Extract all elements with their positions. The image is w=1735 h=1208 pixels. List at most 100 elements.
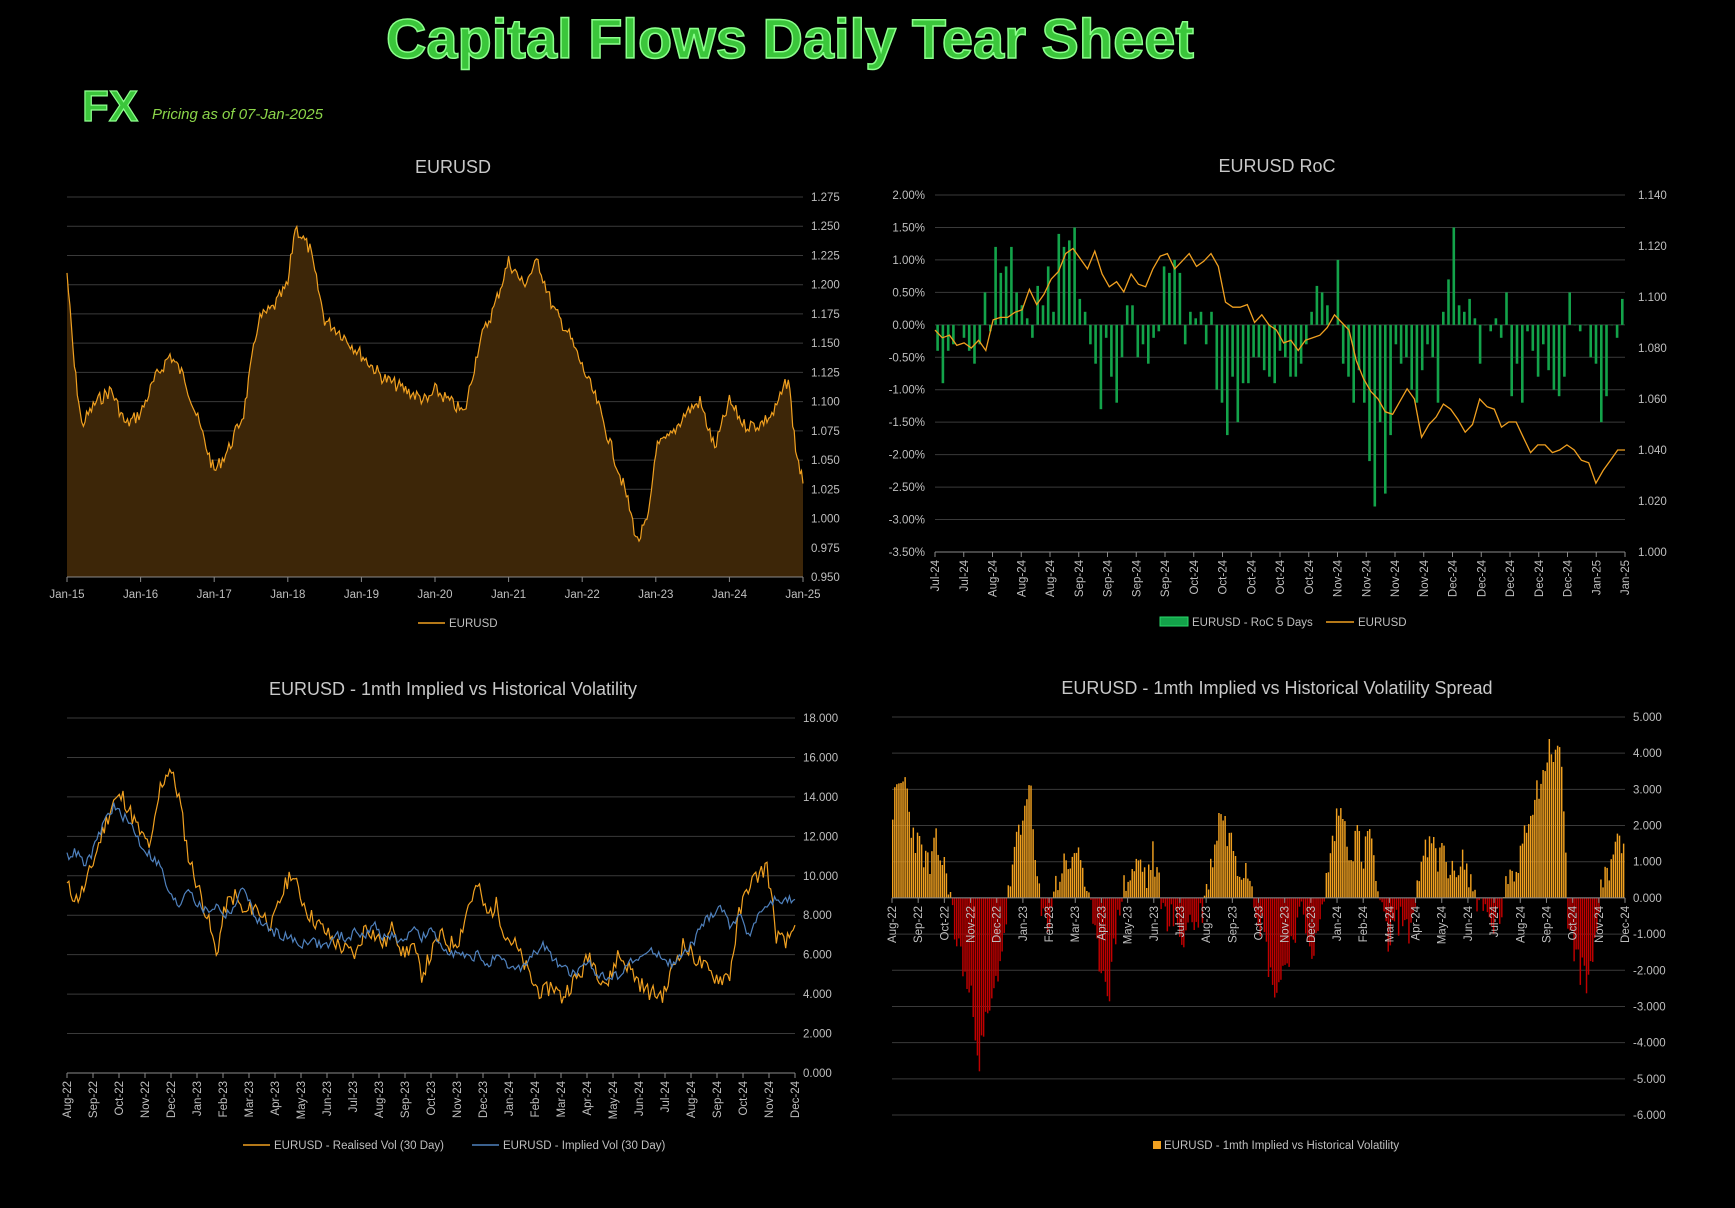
bar-roc [1073,227,1076,325]
bar-positive [1009,886,1012,898]
bar-positive [1069,868,1072,898]
bar-negative [1592,897,1594,962]
x-tick-label: Jul-24 [1489,905,1501,937]
bar-positive [1065,860,1067,898]
y-tick-label: 0.950 [811,572,840,584]
bar-positive [923,867,925,898]
x-tick-label: Oct-24 [1304,559,1316,594]
y-tick-label: 1.075 [811,426,840,438]
bar-positive [904,777,906,898]
x-tick-label: Dec-24 [1476,559,1488,597]
bar-roc [1010,246,1013,325]
x-tick-label: Dec-24 [790,1080,802,1118]
bar-positive [1528,824,1530,898]
bar-roc [1584,324,1587,326]
bar-negative [1183,897,1185,948]
series-line-eurusd [66,224,804,543]
bar-positive [1034,860,1036,898]
bar-positive [925,850,927,898]
bar-positive [1150,870,1152,898]
y-tick-label: 1.00% [892,255,925,267]
bar-positive [1123,875,1125,898]
bar-negative [1274,897,1276,998]
bar-positive [1084,886,1086,898]
bar-negative [1482,897,1484,911]
chart-title: EURUSD - 1mth Implied vs Historical Vola… [1061,678,1492,698]
bar-positive [1133,871,1136,898]
bar-roc [1194,318,1197,325]
bar-negative [1185,897,1187,931]
bar-negative [951,897,954,906]
bar-roc [1320,292,1324,325]
bar-roc [1094,324,1097,364]
bar-positive [1563,811,1565,898]
x-tick-label: Sep-24 [1541,905,1553,943]
bar-negative [1393,897,1396,922]
x-tick-label: Dec-24 [1620,905,1632,943]
bar-positive [1207,889,1210,898]
bar-positive [1360,861,1363,898]
bar-positive [1430,843,1433,898]
bar-roc [1052,311,1055,325]
bar-positive [1125,890,1127,898]
bar-negative [1573,897,1575,962]
bar-negative [1164,897,1167,907]
bar-positive [1024,805,1026,898]
bar-positive [1554,749,1557,898]
bar-positive [902,781,904,898]
x-tick-label: Aug-24 [988,559,1000,597]
bar-roc [1020,305,1024,325]
bar-negative [1092,897,1094,924]
bar-roc [1131,305,1134,325]
bar-negative [1276,897,1278,993]
bar-positive [1470,874,1472,898]
section-label: FX [81,81,139,131]
bar-negative [1253,897,1255,908]
bar-roc [1420,324,1424,371]
bar-negative [1292,897,1295,940]
x-tick-label: Jan-21 [491,589,526,601]
bar-positive [1022,820,1024,898]
bar-roc [1605,324,1608,397]
bar-roc [1104,324,1108,338]
bar-negative [972,897,974,1017]
chart-legend: EURUSD - 1mth Implied vs Historical Vola… [1153,1140,1399,1152]
bar-positive [1333,841,1336,898]
y2-tick-label: 1.140 [1638,190,1667,202]
bar-negative [1288,897,1290,967]
bar-roc [1336,259,1340,325]
bar-positive [1238,876,1241,898]
bar-positive [1036,876,1038,898]
bar-positive [1344,821,1346,898]
bar-negative [1596,897,1598,932]
x-tick-label: Jan-18 [270,589,305,601]
bar-positive [1073,853,1076,898]
bar-roc [1183,324,1187,345]
bar-positive [1243,878,1245,898]
bar-negative [970,897,972,986]
bar-positive [1249,880,1251,898]
bar-negative [984,897,987,1012]
bar-positive [1026,799,1028,898]
bar-negative [1381,897,1383,903]
bar-roc [946,324,950,351]
bar-negative [1197,897,1200,928]
bar-positive [1548,739,1551,898]
bar-roc [1099,324,1103,410]
bar-positive [945,873,948,898]
bar-positive [1082,867,1084,898]
bar-negative [1408,897,1410,944]
x-tick-label: Sep-22 [88,1081,100,1118]
x-tick-label: Jan-25 [1620,560,1632,595]
bar-negative [958,897,960,939]
bar-positive [1616,833,1619,898]
bar-roc [1294,324,1298,377]
bar-positive [1447,878,1449,898]
bar-positive [937,854,939,898]
bar-negative [982,897,985,1037]
bar-roc [936,324,939,351]
x-tick-label: Aug-22 [62,1081,74,1118]
x-tick-label: Sep-23 [1227,906,1239,943]
bar-positive [1362,868,1365,898]
y-tick-label: 1.225 [811,250,840,262]
